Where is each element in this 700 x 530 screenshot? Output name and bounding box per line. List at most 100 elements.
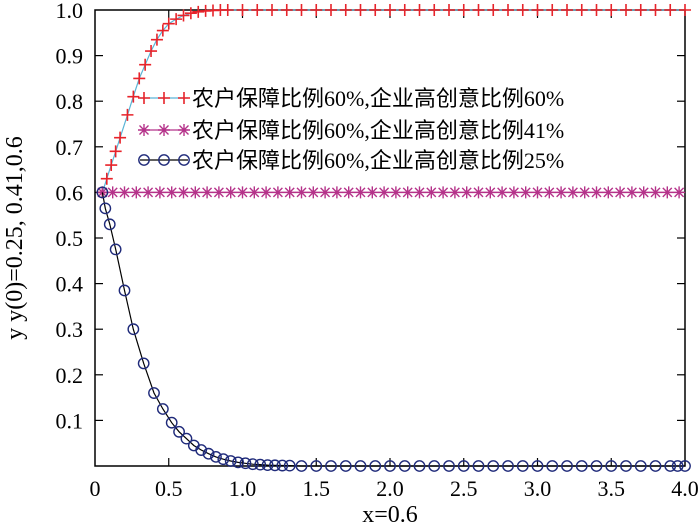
- data-point: [103, 218, 116, 231]
- data-point: [295, 460, 308, 472]
- legend-marker: [178, 154, 190, 166]
- data-point: [310, 4, 323, 16]
- legend-item-1: 农户保障比例60%,企业高创意比例60%: [138, 86, 564, 111]
- data-point: [496, 186, 509, 199]
- data-point: [99, 202, 112, 215]
- data-point: [325, 4, 337, 16]
- x-tick-label: 2.5: [450, 476, 478, 501]
- data-point: [472, 460, 485, 472]
- data-point: [202, 447, 215, 460]
- data-point: [246, 458, 259, 471]
- data-point: [283, 186, 296, 199]
- legend-marker: [158, 124, 170, 136]
- data-point: [516, 4, 529, 16]
- series-line: [101, 192, 685, 467]
- data-point: [248, 186, 261, 199]
- legend-item-2: 农户保障比例60%,企业高创意比例41%: [138, 118, 564, 143]
- data-point: [443, 460, 455, 472]
- data-point: [319, 186, 332, 199]
- data-point: [170, 13, 183, 26]
- data-point: [614, 186, 627, 199]
- legend-marker: [178, 92, 190, 104]
- data-point: [180, 432, 193, 445]
- data-point: [369, 460, 382, 472]
- data-point: [605, 4, 618, 16]
- data-point: [254, 458, 267, 471]
- data-point: [354, 460, 367, 472]
- x-tick-label: 0.5: [155, 476, 183, 501]
- data-point: [201, 186, 214, 199]
- data-point: [590, 186, 603, 199]
- data-point: [384, 4, 396, 16]
- data-point: [224, 186, 237, 199]
- data-point: [109, 243, 122, 256]
- data-point: [96, 186, 109, 199]
- data-point: [118, 186, 131, 199]
- data-point: [192, 5, 205, 18]
- data-point: [217, 453, 230, 466]
- legend-item-3: 农户保障比例60%,企业高创意比例25%: [138, 148, 564, 173]
- data-point: [413, 186, 426, 199]
- data-point: [413, 4, 426, 16]
- data-point: [236, 4, 249, 16]
- legend-label: 农户保障比例60%,企业高创意比例60%: [192, 86, 564, 111]
- data-point: [673, 186, 686, 199]
- data-point: [162, 17, 175, 30]
- data-point: [342, 186, 355, 199]
- data-point: [139, 58, 152, 71]
- data-point: [295, 186, 308, 199]
- data-point: [519, 186, 532, 199]
- data-point: [649, 460, 662, 472]
- series-layer: [96, 4, 691, 472]
- data-point: [649, 186, 662, 199]
- legend-marker: [138, 124, 150, 136]
- data-point: [401, 186, 414, 199]
- x-axis-title: x=0.6: [362, 502, 418, 528]
- data-point: [566, 186, 579, 199]
- legend-marker: [138, 154, 150, 166]
- data-point: [516, 460, 529, 472]
- data-point: [184, 7, 197, 20]
- y-tick-label: 0.6: [56, 180, 84, 205]
- data-point: [634, 460, 647, 472]
- data-point: [561, 460, 573, 472]
- data-point: [295, 4, 308, 16]
- data-point: [664, 460, 677, 472]
- y-tick-label: 0.9: [56, 44, 84, 69]
- data-point: [127, 90, 140, 103]
- data-point: [354, 186, 367, 199]
- data-point: [156, 403, 169, 415]
- x-tick-label: 4.0: [671, 476, 699, 501]
- data-point: [590, 4, 603, 16]
- data-point: [212, 186, 225, 199]
- data-point: [109, 145, 122, 158]
- y-tick-label: 0.8: [56, 89, 84, 114]
- data-point: [165, 186, 178, 199]
- data-point: [177, 186, 190, 199]
- data-point: [127, 323, 140, 336]
- data-point: [165, 416, 178, 429]
- data-point: [153, 186, 166, 199]
- y-tick-label: 0.2: [56, 363, 84, 388]
- data-point: [398, 460, 411, 472]
- data-point: [195, 444, 208, 456]
- x-tick-label: 2.0: [376, 476, 404, 501]
- data-point: [555, 186, 568, 199]
- data-point: [413, 460, 426, 472]
- y-tick-label: 0.4: [56, 272, 84, 297]
- y-tick-label: 0.5: [56, 226, 84, 251]
- data-point: [502, 4, 514, 16]
- data-point: [487, 460, 500, 472]
- data-point: [142, 186, 155, 199]
- data-point: [679, 4, 691, 16]
- data-point: [133, 72, 146, 85]
- data-point: [531, 186, 544, 199]
- data-point: [664, 4, 677, 16]
- data-point: [239, 457, 252, 470]
- data-point: [156, 24, 169, 37]
- data-point: [634, 4, 647, 16]
- data-point: [443, 4, 455, 16]
- y-tick-label: 0.7: [56, 135, 84, 160]
- data-point: [177, 9, 190, 22]
